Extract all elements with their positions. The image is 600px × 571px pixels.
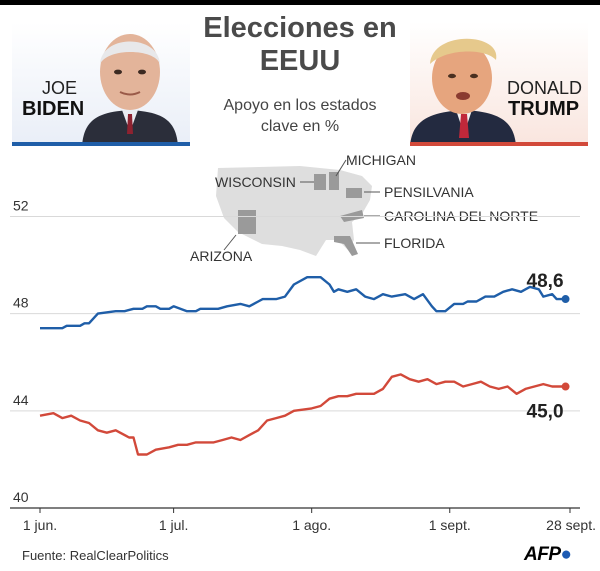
state-labels: MICHIGAN WISCONSIN PENSILVANIA CAROLINA … bbox=[190, 152, 538, 264]
x-tick-label: 1 sept. bbox=[429, 517, 471, 533]
x-tick-label: 1 ago. bbox=[292, 517, 331, 533]
trump-last-name: TRUMP bbox=[508, 98, 580, 120]
florida-state bbox=[334, 236, 358, 256]
trump-color-stripe bbox=[410, 142, 588, 146]
x-tick-label: 1 jun. bbox=[23, 517, 57, 533]
x-tick-label: 1 jul. bbox=[159, 517, 189, 533]
y-tick-label: 48 bbox=[13, 295, 29, 311]
chart-title: Elecciones en EEUU bbox=[203, 12, 397, 77]
label-florida: FLORIDA bbox=[384, 235, 445, 251]
arizona-state bbox=[238, 210, 256, 234]
label-pensilvania: PENSILVANIA bbox=[384, 184, 474, 200]
trump-portrait: DONALD TRUMP bbox=[410, 22, 588, 146]
y-tick-label: 40 bbox=[13, 489, 29, 505]
y-tick-label: 44 bbox=[13, 392, 29, 408]
afp-logo: AFP● bbox=[524, 544, 572, 566]
x-axis: 1 jun. 1 jul. 1 ago. 1 sept. 28 sept. bbox=[23, 508, 596, 533]
biden-color-stripe bbox=[12, 142, 190, 146]
chart-subtitle: Apoyo en los estados clave en % bbox=[223, 97, 377, 135]
afp-logo-dot-icon: ● bbox=[560, 544, 572, 565]
biden-last-name: BIDEN bbox=[22, 98, 85, 120]
end-point-biden bbox=[561, 295, 570, 304]
biden-photo-illustration bbox=[82, 34, 178, 146]
series-lines: 48,6 45,0 bbox=[39, 271, 570, 456]
end-label-trump: 45,0 bbox=[527, 402, 564, 423]
x-tick-label: 28 sept. bbox=[546, 517, 596, 533]
top-bar bbox=[0, 0, 600, 5]
trump-photo-illustration bbox=[410, 38, 516, 146]
trump-first-name: DONALD bbox=[507, 78, 583, 98]
y-tick-label: 52 bbox=[13, 197, 29, 213]
end-label-biden: 48,6 bbox=[527, 271, 564, 292]
biden-first-name: JOE bbox=[42, 78, 78, 98]
label-michigan: MICHIGAN bbox=[346, 152, 416, 168]
label-wisconsin: WISCONSIN bbox=[215, 174, 296, 190]
end-point-trump bbox=[561, 382, 570, 391]
line-chart: MICHIGAN WISCONSIN PENSILVANIA CAROLINA … bbox=[10, 152, 596, 533]
grid-lines bbox=[10, 215, 580, 509]
y-axis-labels: 52 48 44 40 bbox=[13, 197, 29, 505]
source-note: Fuente: RealClearPolitics bbox=[22, 548, 169, 563]
wisconsin-state bbox=[314, 174, 326, 190]
label-arizona: ARIZONA bbox=[190, 248, 253, 264]
series-line-trump bbox=[39, 373, 566, 456]
afp-logo-text: AFP bbox=[524, 544, 561, 565]
biden-portrait: JOE BIDEN bbox=[12, 22, 190, 146]
pennsylvania-state bbox=[346, 188, 362, 198]
michigan-state bbox=[329, 172, 339, 190]
series-line-biden bbox=[40, 276, 566, 330]
